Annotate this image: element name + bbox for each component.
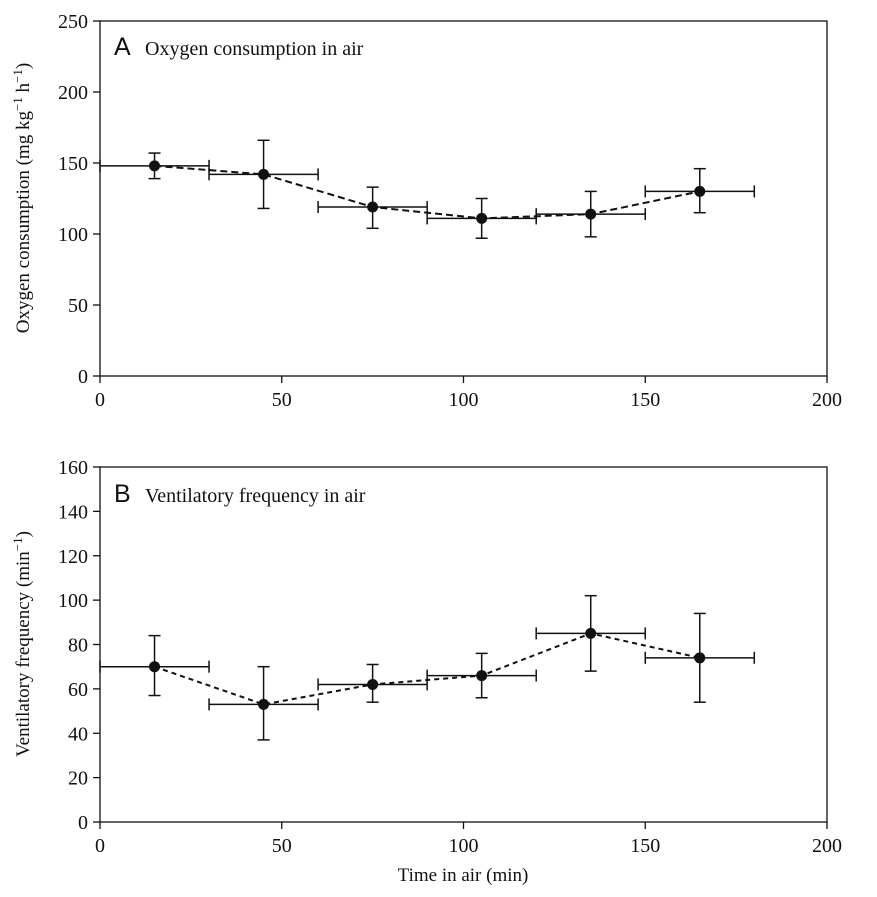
series-line	[154, 632, 700, 706]
data-point	[149, 160, 161, 172]
panel-letter: B	[114, 480, 131, 508]
y-tick-label: 140	[58, 501, 88, 523]
plot-frame	[99, 466, 828, 823]
y-tick-label: 60	[68, 679, 88, 701]
x-tick-label: 0	[95, 389, 105, 411]
data-point	[258, 698, 270, 710]
y-tick-label: 0	[78, 812, 88, 834]
data-point	[585, 627, 597, 639]
y-tick-label: 100	[58, 224, 88, 246]
plot-frame	[99, 20, 828, 377]
y-tick-label: 200	[58, 82, 88, 104]
x-tick-label: 150	[630, 835, 660, 857]
data-point	[585, 208, 597, 220]
data-point	[367, 201, 379, 213]
y-axis-label: Oxygen consumption (mg kg−1 h−1)	[10, 63, 34, 333]
x-tick-label: 200	[812, 389, 842, 411]
y-tick-label: 250	[58, 11, 88, 33]
x-axis-label: Time in air (min)	[398, 865, 529, 886]
x-tick-label: 200	[812, 835, 842, 857]
x-tick-label: 100	[449, 835, 479, 857]
x-tick-label: 150	[630, 389, 660, 411]
y-tick-label: 40	[68, 723, 88, 745]
y-tick-label: 50	[68, 295, 88, 317]
data-point	[258, 168, 270, 180]
panel-title: Oxygen consumption in air	[145, 38, 364, 60]
x-tick-label: 0	[95, 835, 105, 857]
data-point	[149, 661, 161, 673]
data-point	[476, 212, 488, 224]
data-point	[476, 670, 488, 682]
y-tick-label: 20	[68, 768, 88, 790]
y-tick-label: 160	[58, 457, 88, 479]
x-tick-label: 50	[272, 835, 292, 857]
panel-letter: A	[114, 33, 131, 61]
y-tick-label: 80	[68, 635, 88, 657]
y-tick-label: 120	[58, 546, 88, 568]
data-point	[367, 678, 379, 690]
y-axis-label: Ventilatory frequency (min−1)	[10, 531, 34, 757]
panel-a: A Oxygen consumption in air Oxygen consu…	[10, 11, 842, 411]
x-tick-label: 50	[272, 389, 292, 411]
y-tick-label: 100	[58, 590, 88, 612]
x-tick-label: 100	[449, 389, 479, 411]
y-tick-label: 150	[58, 153, 88, 175]
panel-b: B Ventilatory frequency in air Ventilato…	[10, 457, 842, 886]
y-tick-label: 0	[78, 366, 88, 388]
data-point	[694, 185, 706, 197]
data-point	[694, 652, 706, 664]
panel-title: Ventilatory frequency in air	[145, 485, 366, 507]
